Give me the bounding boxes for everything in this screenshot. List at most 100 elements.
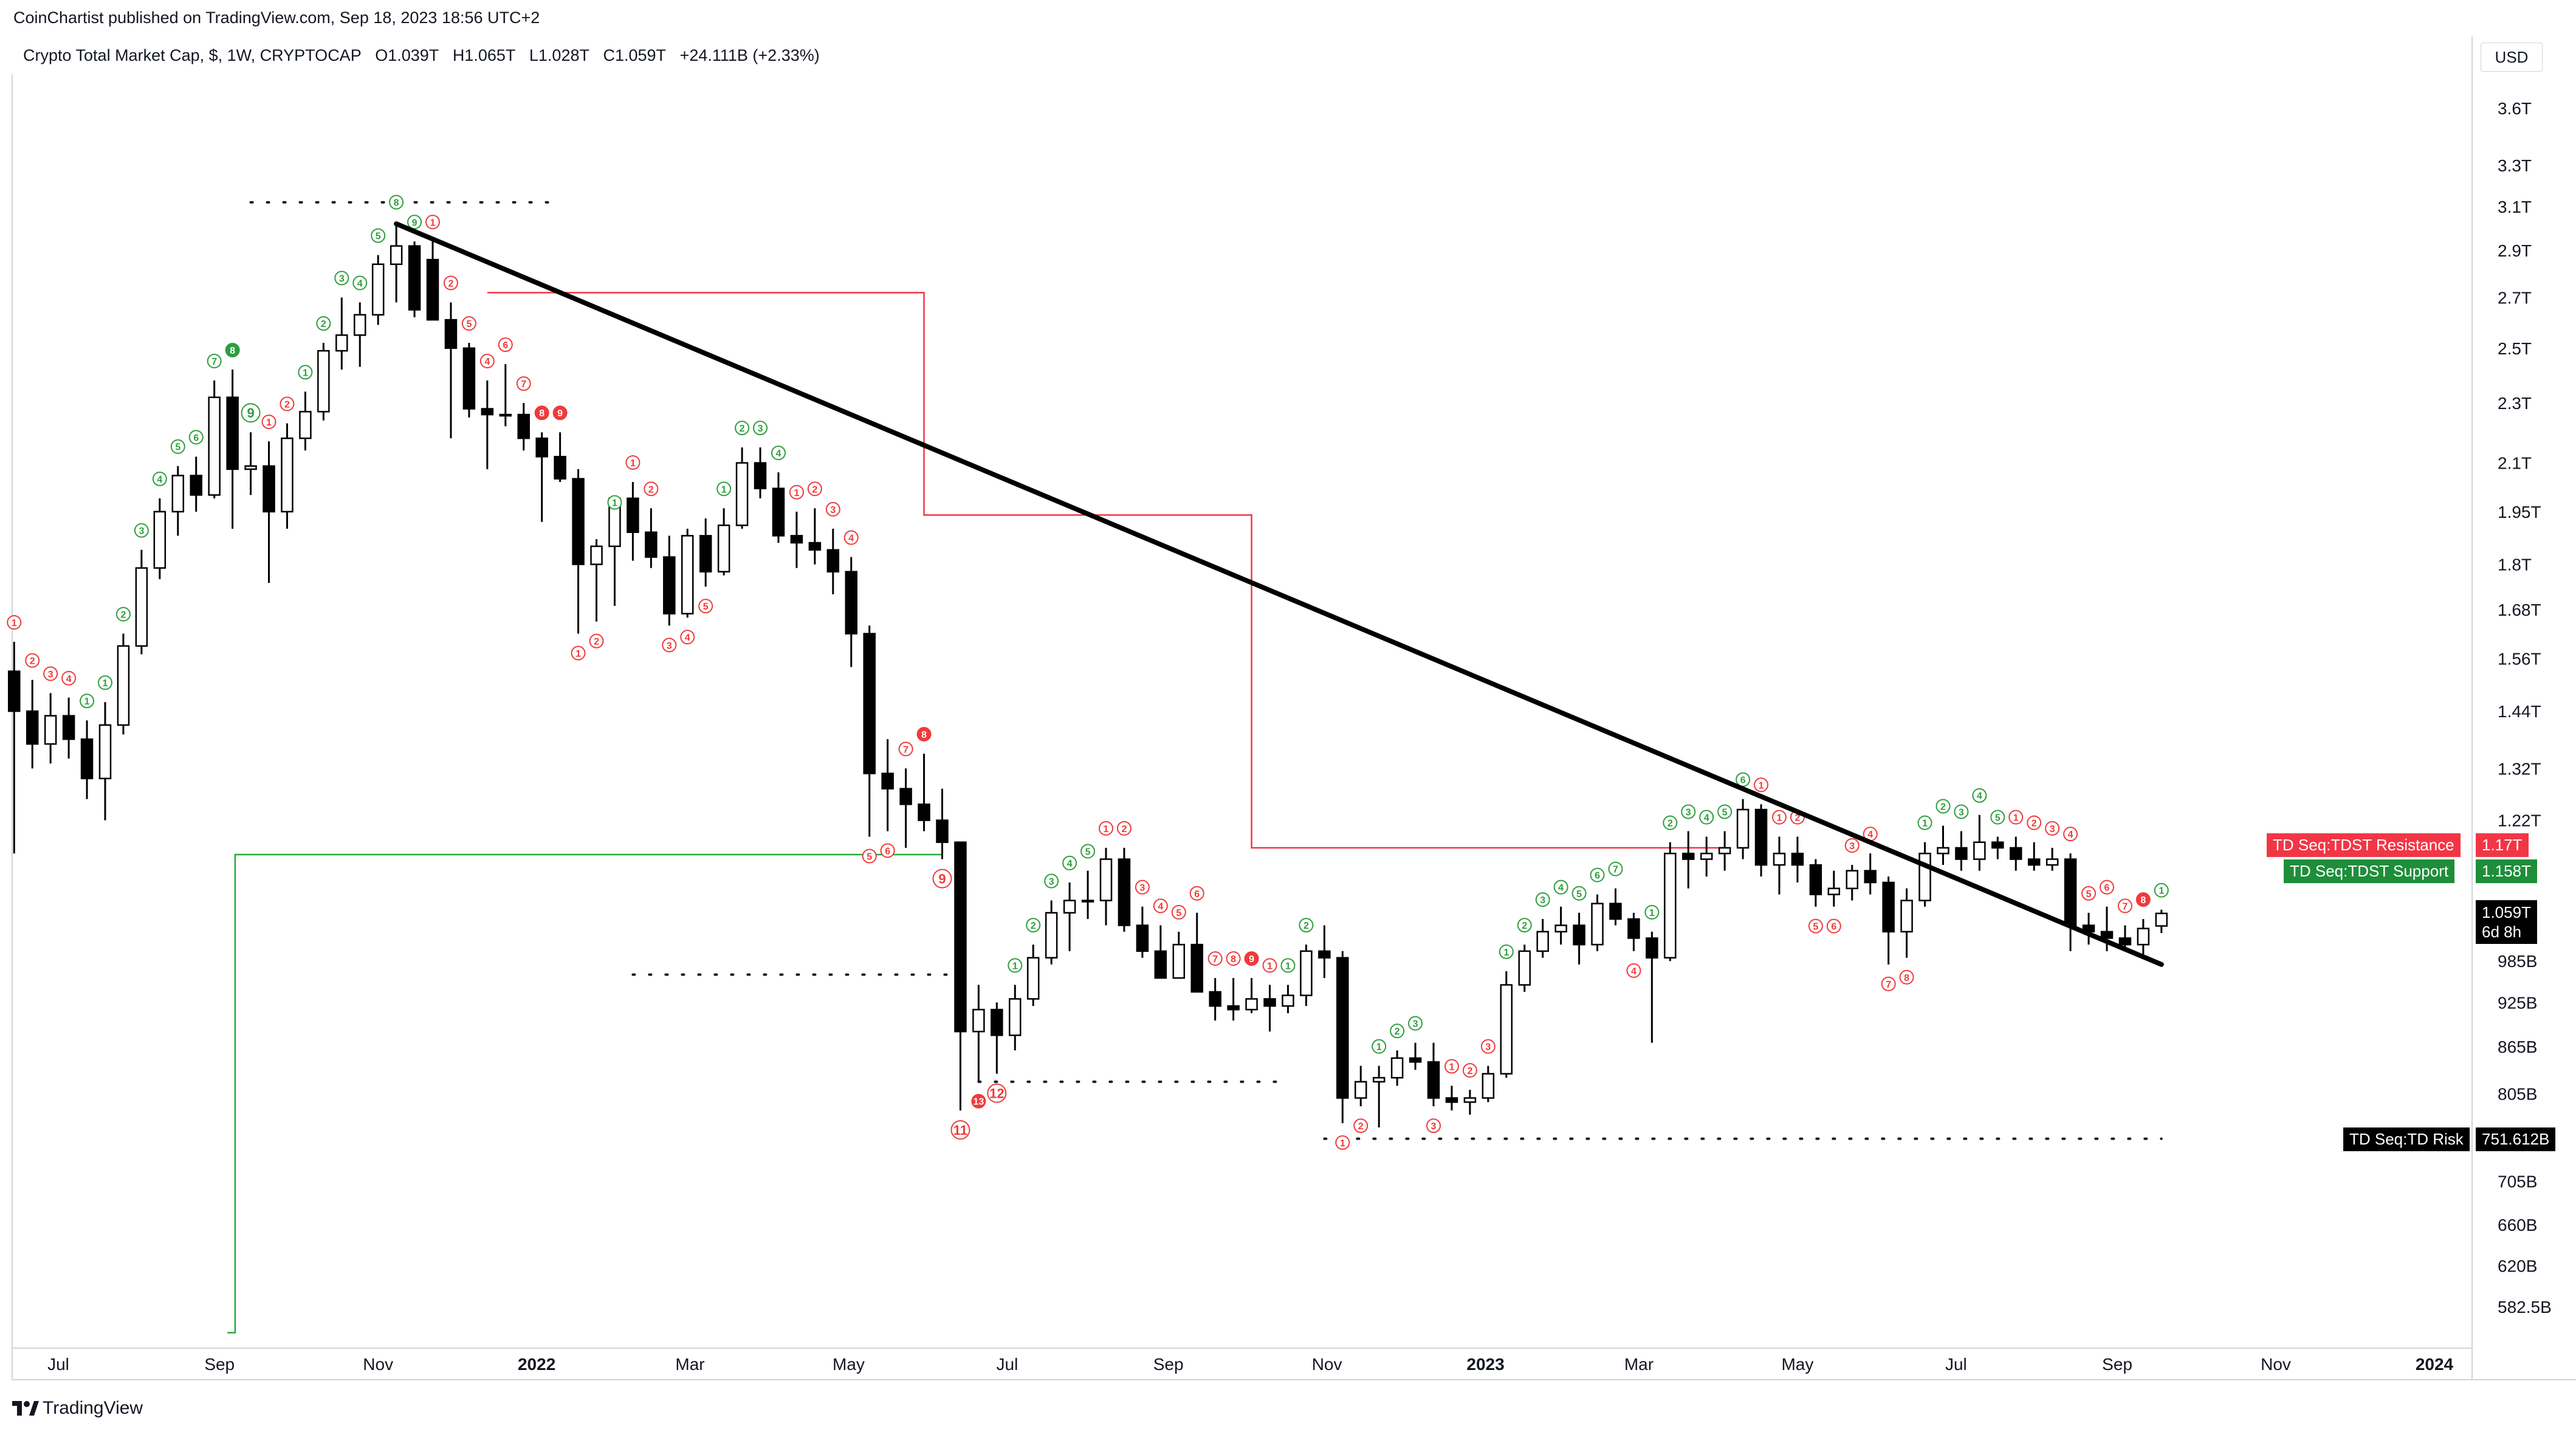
time-tick-label: Sep [204, 1355, 235, 1374]
candle-body [1664, 852, 1677, 959]
candle-body [153, 511, 167, 569]
candle-body [845, 571, 858, 635]
candle-body [1427, 1061, 1440, 1099]
td-count-marker: 1 [80, 694, 95, 709]
td-count-label: 3 [139, 526, 144, 537]
td-count-circle [1135, 880, 1150, 895]
time-tick-label: Nov [363, 1355, 393, 1374]
td-count-circle [261, 415, 276, 430]
td-count-marker: 5 [698, 599, 713, 614]
candle-body [1918, 852, 1931, 901]
td-count-label: 7 [903, 745, 908, 755]
td-count-marker: 4 [1553, 880, 1568, 895]
candle [2082, 912, 2095, 945]
td-count-circle [552, 405, 568, 421]
td-count-circle [1008, 958, 1023, 973]
candle [681, 528, 694, 618]
candle [863, 625, 876, 837]
td-count-circle [43, 666, 58, 681]
td-count-label: 4 [1067, 859, 1073, 869]
candle-body [335, 334, 348, 352]
candle [1627, 912, 1640, 951]
td-count-marker: 3 [662, 638, 677, 653]
candle-body [1372, 1076, 1386, 1083]
td-count-label: 3 [1686, 807, 1691, 818]
td-count-circle [2154, 883, 2169, 898]
td-count-label: 4 [848, 534, 854, 544]
candle [1045, 900, 1058, 965]
td-count-marker: 4 [152, 471, 167, 486]
candle [972, 985, 985, 1082]
td-count-label: 2 [1940, 802, 1946, 812]
td-count-marker: 4 [843, 530, 859, 545]
candle-body [645, 531, 658, 558]
candle [1063, 882, 1076, 951]
candle [1681, 831, 1695, 889]
candle [1245, 978, 1258, 1013]
candle-body [2064, 858, 2077, 926]
candle [1136, 906, 1149, 958]
candle-body [881, 773, 894, 790]
td-count-circle [571, 645, 586, 661]
candle-body [1118, 858, 1131, 926]
td-count-marker: 5 [170, 439, 185, 454]
candle [2027, 842, 2041, 871]
td-count-marker: 1 [98, 675, 113, 690]
tdst-resistance-value: 1.17T [2476, 833, 2529, 857]
td-count-label: 2 [1358, 1121, 1364, 1132]
td-count-label: 2 [1031, 921, 1036, 931]
price-tick-label: 1.8T [2498, 555, 2532, 574]
td-count-marker: 1 [1262, 958, 1277, 973]
symbol-name[interactable]: Crypto Total Market Cap, $, 1W, CRYPTOCA… [23, 46, 362, 64]
td-count-circle [698, 599, 713, 614]
td-count-label: 11 [953, 1123, 967, 1138]
td-count-label: 5 [703, 602, 709, 612]
td-count-marker: 1 [425, 215, 441, 230]
td-count-label: 9 [412, 218, 417, 228]
candle [1354, 1065, 1367, 1107]
td-count-label: 5 [1576, 889, 1582, 900]
td-count-marker: 8 [916, 726, 932, 742]
candle-body [1864, 870, 1877, 884]
td-count-label: 7 [1613, 865, 1618, 875]
candle-body [1282, 994, 1294, 1007]
candle [936, 788, 949, 859]
candle [462, 343, 476, 418]
td-count-label: 4 [357, 279, 363, 289]
tradingview-brand[interactable]: TradingView [12, 1398, 143, 1419]
candle-body [1718, 847, 1731, 855]
td-count-circle [1444, 1059, 1459, 1074]
candle [735, 447, 749, 529]
td-count-circle [1954, 804, 1969, 819]
candle [80, 720, 94, 799]
td-count-label: 1 [1449, 1062, 1455, 1072]
candle-body [462, 347, 476, 410]
td-count-circle [1972, 788, 1987, 803]
td-count-marker: 7 [898, 742, 913, 757]
td-count-circle [7, 615, 22, 630]
td-count-circle [950, 1120, 970, 1140]
td-count-circle [771, 446, 786, 461]
td-count-label: 5 [376, 232, 381, 242]
candle [554, 432, 566, 482]
td-count-label: 2 [30, 656, 35, 667]
td-count-label: 5 [466, 319, 472, 329]
candle [1318, 925, 1331, 979]
td-count-label: 8 [394, 198, 399, 208]
symbol-legend: Crypto Total Market Cap, $, 1W, CRYPTOCA… [23, 46, 820, 65]
td-count-circle [2063, 827, 2078, 842]
candle [899, 768, 912, 848]
td-count-label: 4 [1158, 901, 1163, 912]
trendline-layer[interactable] [394, 221, 2164, 967]
candle [772, 472, 785, 543]
currency-selector[interactable]: USD [2481, 43, 2543, 72]
candle-body [1172, 943, 1186, 979]
td-count-marker: 6 [498, 337, 513, 353]
candle [1227, 978, 1240, 1021]
td-count-circle [1771, 810, 1787, 825]
td-count-marker: 1 [607, 495, 622, 510]
change-value: +24.111B (+2.33%) [679, 46, 820, 64]
td-count-circle [61, 670, 77, 686]
td-count-circle [1571, 886, 1587, 901]
